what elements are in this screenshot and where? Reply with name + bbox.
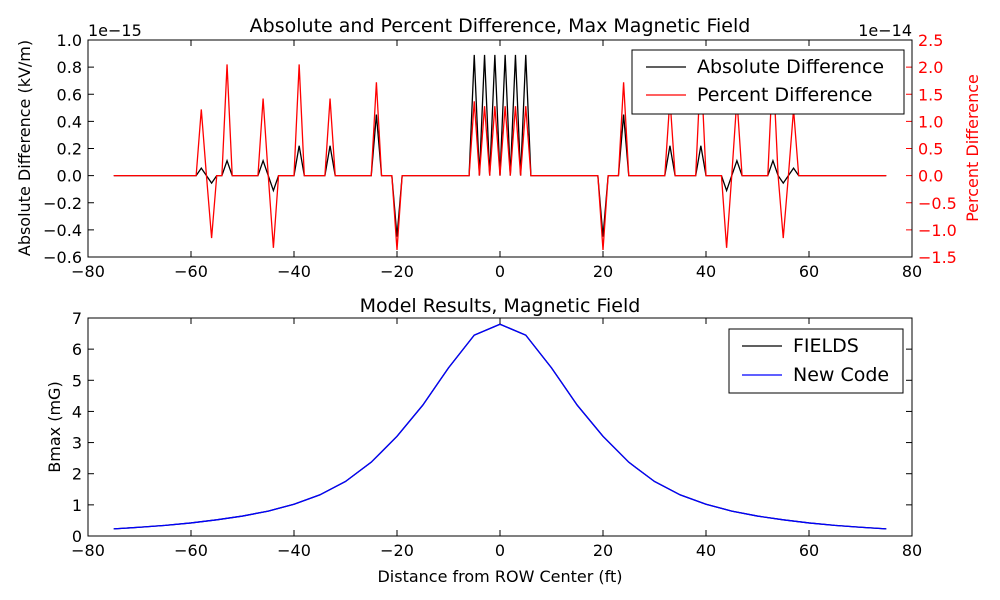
top-legend-box xyxy=(631,49,905,115)
top-y-tick-label: −0.2 xyxy=(43,194,82,213)
bottom-y-tick-label: 0 xyxy=(72,527,82,546)
top-y-tick-label: −0.4 xyxy=(43,221,82,240)
top-y-tick-label: 1.0 xyxy=(57,31,82,50)
top-plot-area xyxy=(113,54,887,250)
bottom-ticks: −80 −60 −40 −20 0 20 40 60 80 0 1 2 3 4 5 6 7 xyxy=(71,309,922,560)
bottom-plot-area xyxy=(113,323,887,530)
top-axes-frame xyxy=(87,39,913,258)
top-y-tick-label: 0.6 xyxy=(57,85,82,104)
top-y-tick-label: −0.6 xyxy=(43,248,82,267)
top-y2-tick-label: 2.0 xyxy=(918,58,943,77)
top-x-tick-label: 80 xyxy=(902,262,922,281)
top-y-tick-label: 0.8 xyxy=(57,58,82,77)
bottom-x-tick-label: −20 xyxy=(380,541,414,560)
bottom-legend-box xyxy=(728,328,904,394)
top-y2-tick-label: −1.5 xyxy=(918,248,957,267)
top-x-tick-label: 60 xyxy=(799,262,819,281)
top-y-tick-label: 0.4 xyxy=(57,112,82,131)
bottom-x-axis-label: Distance from ROW Center (ft) xyxy=(377,567,622,586)
bottom-x-tick-label: −40 xyxy=(277,541,311,560)
bottom-x-tick-label: −60 xyxy=(174,541,208,560)
bottom-x-tick-label: 60 xyxy=(799,541,819,560)
bottom-x-tick-label: 20 xyxy=(593,541,613,560)
top-y2-tick-label: 2.5 xyxy=(918,31,943,50)
top-y2-tick-label: −0.5 xyxy=(918,194,957,213)
top-y-tick-label: 0.2 xyxy=(57,140,82,159)
top-y-axis-label: Absolute Difference (kV/m) xyxy=(15,40,34,256)
bottom-y-tick-label: 5 xyxy=(72,371,82,390)
bottom-y-tick-label: 7 xyxy=(72,309,82,328)
top-y2-tick-label: 0.5 xyxy=(918,140,943,159)
top-y2-tick-label: 0.0 xyxy=(918,167,943,186)
top-y2-tick-label: 1.0 xyxy=(918,112,943,131)
bottom-axes-frame xyxy=(87,317,913,537)
top-chart: Absolute and Percent Difference, Max Mag… xyxy=(15,15,982,281)
bottom-y-axis-label: Bmax (mG) xyxy=(45,381,64,472)
top-x-tick-label: 20 xyxy=(593,262,613,281)
bottom-chart: Model Results, Magnetic Field −80 −60 −40−… xyxy=(45,295,922,586)
top-y2-offset-label: 1e−14 xyxy=(858,21,912,40)
bottom-x-tick-label: 0 xyxy=(495,541,505,560)
top-x-tick-label: 0 xyxy=(495,262,505,281)
top-y-tick-label: 0.0 xyxy=(57,167,82,186)
bottom-y-tick-label: 2 xyxy=(72,465,82,484)
bottom-y-tick-label: 3 xyxy=(72,434,82,453)
bottom-series-line-new-code xyxy=(113,323,887,530)
bottom-y-tick-label: 1 xyxy=(72,496,82,515)
bottom-x-tick-label: −80 xyxy=(71,541,105,560)
top-legend: Absolute Difference Percent Difference xyxy=(631,49,905,115)
top-x-tick-label: −20 xyxy=(380,262,414,281)
bottom-y-tick-label: 4 xyxy=(72,402,82,421)
bottom-legend: FIELDS New Code xyxy=(728,328,904,394)
top-y2-tick-label: 1.5 xyxy=(918,85,943,104)
bottom-chart-title: Model Results, Magnetic Field xyxy=(360,295,641,317)
bottom-y-tick-label: 6 xyxy=(72,340,82,359)
top-ticks: −80 −60 −40 −20 0 20 40 60 80 −0.6 −0.4 −0.2 0.0 0.2 0… xyxy=(43,31,957,281)
bottom-legend-label-fields: FIELDS xyxy=(793,335,859,357)
top-y2-tick-label: −1.0 xyxy=(918,221,957,240)
top-x-tick-label: 40 xyxy=(696,262,716,281)
bottom-x-tick-label: 80 xyxy=(902,541,922,560)
top-y2-axis-label: Percent Difference xyxy=(963,74,982,222)
top-y-offset-label: 1e−15 xyxy=(88,21,142,40)
top-x-tick-label: −40 xyxy=(277,262,311,281)
bottom-legend-label-newcode: New Code xyxy=(793,364,889,386)
top-series-line-percent-difference xyxy=(113,64,887,250)
top-legend-label-absolute: Absolute Difference xyxy=(697,56,884,78)
top-legend-label-percent: Percent Difference xyxy=(697,84,872,106)
top-chart-title: Absolute and Percent Difference, Max Mag… xyxy=(250,15,751,37)
top-x-tick-label: −60 xyxy=(174,262,208,281)
bottom-x-tick-label: 40 xyxy=(696,541,716,560)
top-x-tick-label: −80 xyxy=(71,262,105,281)
